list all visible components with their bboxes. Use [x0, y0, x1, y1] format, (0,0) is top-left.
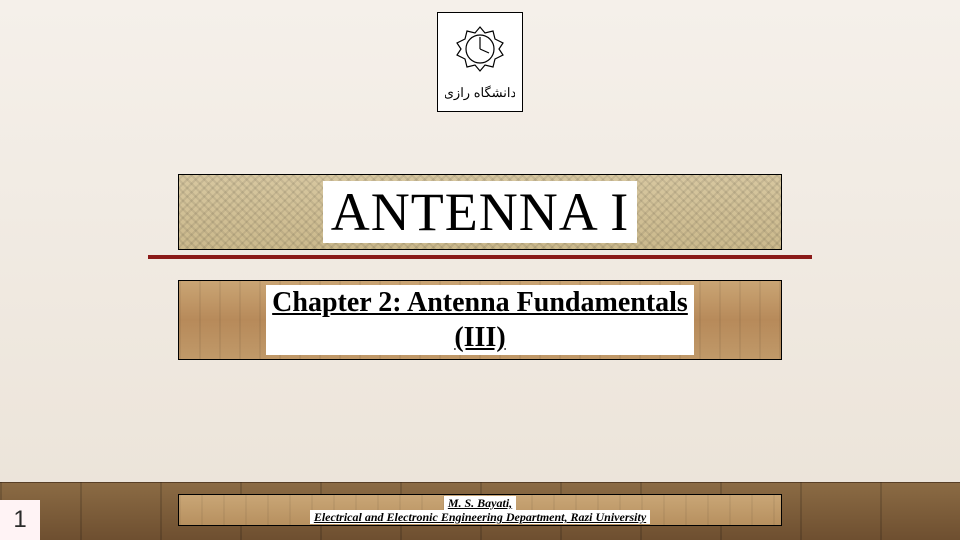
- chapter-box: Chapter 2: Antenna Fundamentals (III): [178, 280, 782, 360]
- university-logo: دانشگاه رازی: [437, 12, 523, 112]
- author-name: M. S. Bayati,: [444, 496, 516, 510]
- department-name: Electrical and Electronic Engineering De…: [310, 510, 650, 524]
- chapter-title: Chapter 2: Antenna Fundamentals (III): [266, 285, 694, 355]
- title-underline: [148, 255, 812, 259]
- course-title-box: ANTENNA I: [178, 174, 782, 250]
- logo-svg: دانشگاه رازی: [445, 19, 515, 105]
- logo-caption: دانشگاه رازی: [445, 85, 515, 101]
- credit-box: M. S. Bayati, Electrical and Electronic …: [178, 494, 782, 526]
- course-title: ANTENNA I: [323, 181, 637, 243]
- page-number: 1: [0, 500, 40, 540]
